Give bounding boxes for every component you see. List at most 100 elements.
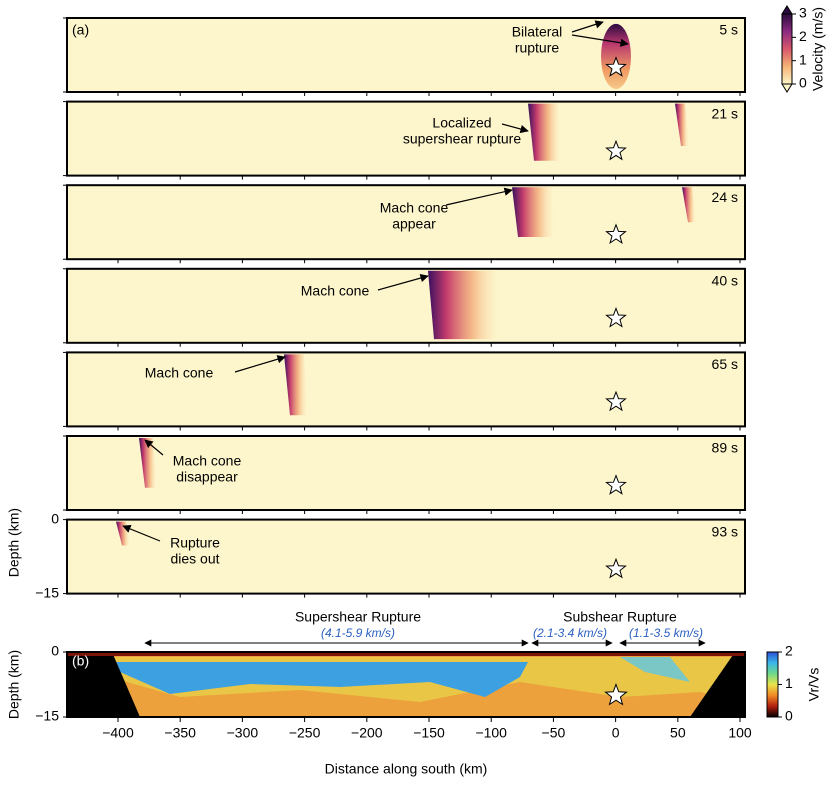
x-tick-label: 50 bbox=[670, 725, 686, 741]
rupture-front bbox=[682, 187, 696, 223]
hypocenter-star bbox=[605, 223, 627, 245]
heatmap-zone bbox=[690, 652, 745, 717]
colorbar-tick-label: 1 bbox=[799, 51, 807, 67]
colorbar-tick-label: 2 bbox=[785, 643, 793, 659]
panel-border bbox=[66, 351, 746, 428]
snapshot-time: 89 s bbox=[712, 440, 738, 456]
hypocenter-star bbox=[605, 557, 627, 579]
annotation: Localized bbox=[432, 115, 491, 131]
annotation: rupture bbox=[515, 40, 560, 56]
x-tick-label: −150 bbox=[413, 725, 445, 741]
regime-speed: (2.1-3.4 km/s) bbox=[533, 626, 607, 640]
colorbar-label: Velocity (m/s) bbox=[810, 7, 826, 91]
hypocenter-star bbox=[605, 139, 627, 161]
x-axis-label: Distance along south (km) bbox=[325, 761, 488, 777]
annotation: supershear rupture bbox=[403, 131, 522, 147]
panel-border bbox=[66, 267, 746, 344]
annotation: Bilateral bbox=[512, 24, 563, 40]
x-tick-label: 100 bbox=[728, 725, 752, 741]
rupture-front bbox=[512, 187, 556, 237]
rupture-front bbox=[428, 270, 502, 340]
annotation: dies out bbox=[170, 551, 219, 567]
colorbar-tick-label: 1 bbox=[785, 675, 793, 691]
snapshot-time: 40 s bbox=[712, 273, 738, 289]
hypocenter-star bbox=[605, 474, 627, 495]
panel-border bbox=[66, 184, 746, 261]
snapshot-panel bbox=[67, 101, 745, 176]
snapshot-time: 93 s bbox=[712, 523, 738, 539]
panel-border bbox=[66, 100, 746, 177]
rupture-front bbox=[528, 103, 562, 161]
heatmap-zone bbox=[112, 662, 528, 697]
hypocenter-star bbox=[605, 56, 627, 77]
x-tick-label: −400 bbox=[102, 725, 134, 741]
panel-label: (a) bbox=[72, 22, 89, 38]
snapshot-time: 5 s bbox=[719, 22, 738, 38]
panel-border bbox=[66, 651, 746, 718]
y-axis-label: Depth (km) bbox=[6, 650, 22, 719]
rupture-front bbox=[675, 103, 689, 146]
y-tick-label: −15 bbox=[35, 708, 59, 724]
x-tick-label: −50 bbox=[542, 725, 566, 741]
snapshot-time: 24 s bbox=[712, 189, 738, 205]
x-tick-label: −350 bbox=[164, 725, 196, 741]
snapshot-panel bbox=[67, 185, 745, 260]
annotation: Rupture bbox=[170, 535, 220, 551]
panel-label: (b) bbox=[72, 653, 89, 669]
rupture-front bbox=[284, 354, 308, 416]
colorbar-tick-label: 3 bbox=[799, 5, 807, 21]
annotation-arrow bbox=[144, 439, 164, 456]
rupture-front bbox=[139, 438, 157, 488]
regime-speed: (4.1-5.9 km/s) bbox=[321, 626, 395, 640]
annotation: Mach cone bbox=[145, 365, 214, 381]
snapshot-panel bbox=[67, 268, 745, 343]
y-tick-label: 0 bbox=[51, 643, 59, 659]
colorbar-tick-label: 0 bbox=[785, 708, 793, 724]
annotation-arrow bbox=[377, 273, 429, 291]
x-tick-label: −300 bbox=[227, 725, 259, 741]
hypocenter-star bbox=[605, 306, 627, 328]
annotation: Mach cone bbox=[173, 453, 242, 469]
annotation: Mach cone bbox=[380, 200, 449, 216]
colorbar bbox=[781, 13, 793, 85]
colorbar-extend bbox=[781, 83, 793, 93]
y-tick-label: 0 bbox=[51, 510, 59, 526]
annotation: appear bbox=[392, 216, 436, 232]
x-tick-label: −200 bbox=[351, 725, 383, 741]
hypocenter-star bbox=[604, 683, 628, 706]
regime-name: Supershear Rupture bbox=[295, 609, 421, 625]
colorbar-tick-label: 0 bbox=[799, 75, 807, 91]
colorbar bbox=[766, 651, 779, 718]
hypocenter-star bbox=[605, 390, 627, 412]
annotation-arrow bbox=[501, 123, 529, 134]
annotation: Mach cone bbox=[301, 283, 370, 299]
snapshot-time: 21 s bbox=[712, 105, 738, 121]
annotation-arrow bbox=[571, 20, 604, 33]
colorbar-label: Vr/Vs bbox=[806, 668, 822, 702]
x-tick-label: 0 bbox=[612, 725, 620, 741]
colorbar-tick-label: 2 bbox=[799, 28, 807, 44]
heatmap-zone bbox=[67, 652, 140, 717]
regime-speed: (1.1-3.5 km/s) bbox=[629, 626, 703, 640]
x-tick-label: −100 bbox=[475, 725, 507, 741]
x-tick-label: −250 bbox=[289, 725, 321, 741]
heatmap-zone bbox=[620, 657, 690, 682]
annotation-arrow bbox=[234, 355, 286, 373]
snapshot-panel bbox=[67, 18, 745, 92]
panel-border bbox=[66, 435, 746, 511]
snapshot-time: 65 s bbox=[712, 356, 738, 372]
colorbar-extend bbox=[781, 5, 793, 15]
y-axis-label: Depth (km) bbox=[6, 508, 22, 577]
panel-border bbox=[66, 518, 746, 595]
annotation: disappear bbox=[176, 469, 238, 485]
snapshot-panel bbox=[67, 436, 745, 510]
regime-name: Subshear Rupture bbox=[563, 609, 677, 625]
panel-border bbox=[66, 17, 746, 93]
snapshot-panel bbox=[67, 519, 745, 594]
annotation-arrow bbox=[122, 524, 161, 542]
y-tick-label: −15 bbox=[35, 584, 59, 600]
annotation-arrow bbox=[571, 34, 629, 47]
heatmap-zone bbox=[67, 652, 745, 656]
snapshot-panel bbox=[67, 352, 745, 427]
